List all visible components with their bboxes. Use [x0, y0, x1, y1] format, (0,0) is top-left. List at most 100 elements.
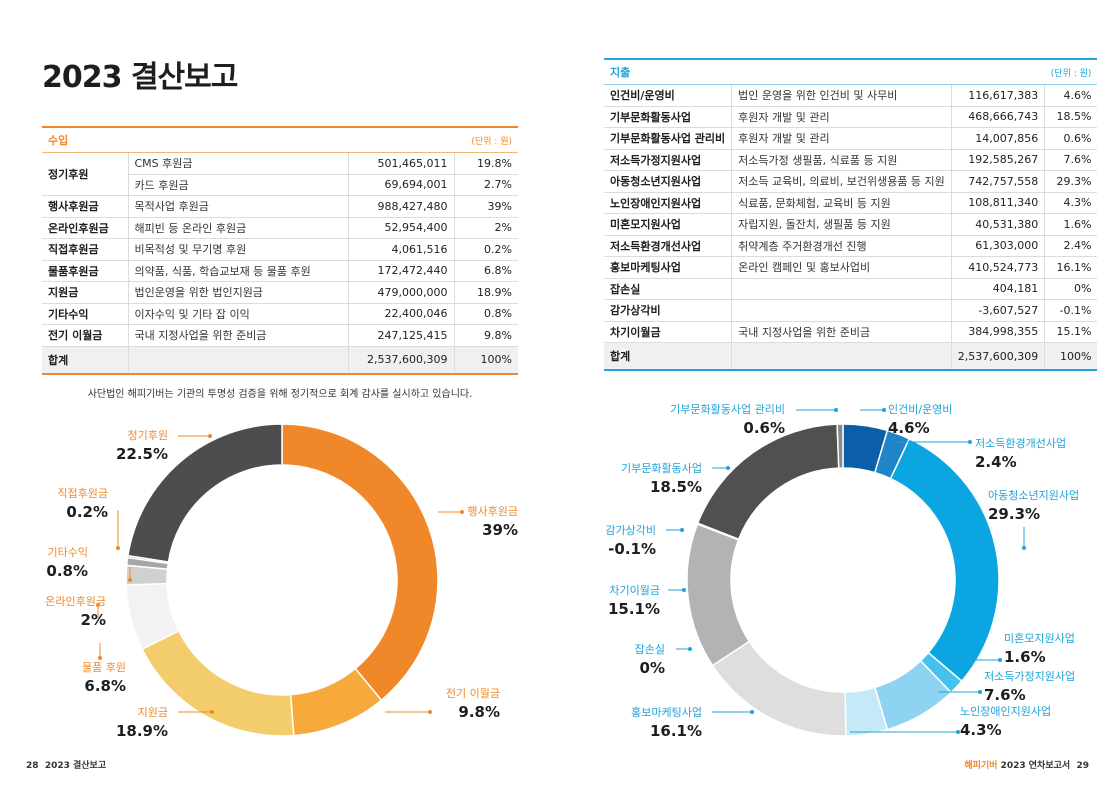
row-label: 지원금: [42, 281, 129, 304]
chart-category-label: 행사후원금: [467, 505, 518, 518]
row-amount: 108,811,340: [951, 192, 1046, 214]
chart-label-감가상각비: 감가상각비 -0.1%: [605, 524, 684, 558]
row-pct: 16.1%: [1044, 256, 1098, 279]
row-label: 온라인후원금: [42, 217, 129, 239]
leader-dot: [428, 710, 432, 714]
row-pct: 1.6%: [1044, 213, 1098, 236]
row-amount: 14,007,856: [951, 127, 1046, 150]
total-label: 합계: [604, 342, 733, 371]
table-row: 아동청소년지원사업 저소득 교육비, 의료비, 보건위생용품 등 지원 742,…: [604, 170, 1098, 193]
total-desc: [128, 346, 349, 374]
row-amount: 40,531,380: [951, 213, 1046, 236]
chart-category-label: 기부문화활동사업 관리비: [670, 402, 785, 416]
row-amount: 410,524,773: [951, 256, 1046, 279]
income-total-row: 합계 2,537,600,309 100%: [42, 346, 518, 374]
row-pct: 15.1%: [1044, 321, 1098, 343]
chart-value-label: 0%: [640, 659, 665, 677]
chart-label-홍보마케팅사업: 홍보마케팅사업 16.1%: [631, 705, 754, 740]
footer-brand: 해피기버: [964, 761, 998, 771]
leader-dot: [750, 710, 754, 714]
row-amount: 22,400,046: [348, 303, 455, 325]
chart-value-label: 0.8%: [46, 562, 88, 580]
row-label: 노인장애인지원사업: [604, 192, 733, 214]
total-desc: [731, 342, 952, 371]
table-row: 노인장애인지원사업 식료품, 문화체험, 교육비 등 지원 108,811,34…: [604, 192, 1098, 214]
row-label: 기부문화활동사업 관리비: [604, 127, 733, 150]
leader-dot: [208, 434, 212, 438]
income-header-row: 수입 (단위 : 원): [42, 127, 518, 153]
row-pct: 7.6%: [1044, 149, 1098, 171]
row-label: 감가상각비: [604, 299, 733, 322]
chart-value-label: 22.5%: [116, 445, 168, 463]
leader-dot: [882, 408, 886, 412]
row-amount: 116,617,383: [951, 84, 1046, 107]
chart-category-label: 노인장애인지원사업: [960, 705, 1051, 718]
chart-category-label: 잡손실: [635, 643, 665, 656]
donut-slice-정기후원: [127, 423, 283, 563]
leader-dot: [726, 466, 730, 470]
row-label: 미혼모지원사업: [604, 213, 733, 236]
row-amount: -3,607,527: [951, 299, 1046, 322]
chart-category-label: 인건비/운영비: [888, 403, 952, 416]
total-pct: 100%: [1044, 342, 1098, 371]
row-desc: 비목적성 및 무기명 후원: [128, 238, 349, 261]
row-pct: 0.2%: [454, 238, 518, 261]
row-amount: 192,585,267: [951, 149, 1046, 171]
row-label: 직접후원금: [42, 238, 129, 261]
row-amount: 69,694,001: [348, 174, 455, 196]
income-unit: (단위 : 원): [454, 127, 518, 153]
chart-category-label: 직접후원금: [57, 487, 108, 500]
row-pct: 4.3%: [1044, 192, 1098, 214]
table-row: 전기 이월금 국내 지정사업을 위한 준비금 247,125,415 9.8%: [42, 324, 518, 347]
expense-header: 지출: [604, 59, 1045, 85]
row-label: 홍보마케팅사업: [604, 256, 733, 279]
chart-label-저소득환경개선사업: 저소득환경개선사업 2.4%: [898, 437, 1066, 471]
footer-left: 28 2023 결산보고: [26, 758, 106, 771]
row-pct: 0.8%: [454, 303, 518, 325]
row-amount: 384,998,355: [951, 321, 1046, 343]
table-row: 저소득환경개선사업 취약계층 주거환경개선 진행 61,303,000 2.4%: [604, 235, 1098, 257]
chart-label-정기후원: 정기후원 22.5%: [116, 429, 212, 463]
leader-dot: [96, 603, 100, 607]
row-desc: 자립지원, 돌잔치, 생필품 등 지원: [731, 213, 952, 236]
row-pct: 0.6%: [1044, 127, 1098, 150]
row-label: 정기후원: [42, 152, 129, 196]
table-row: 저소득가정지원사업 저소득가정 생필품, 식료품 등 지원 192,585,26…: [604, 149, 1098, 171]
table-row: 인건비/운영비 법인 운영을 위한 인건비 및 사무비 116,617,383 …: [604, 84, 1098, 107]
footer-title-right: 2023 연차보고서: [1000, 761, 1071, 771]
row-desc: 후원자 개발 및 관리: [731, 106, 952, 128]
row-desc: 목적사업 후원금: [128, 195, 349, 218]
table-row: 지원금 법인운영을 위한 법인지원금 479,000,000 18.9%: [42, 281, 518, 304]
row-amount: 52,954,400: [348, 217, 455, 239]
leader-dot: [1022, 546, 1026, 550]
leader-dot: [460, 510, 464, 514]
row-label: 저소득가정지원사업: [604, 149, 733, 171]
chart-value-label: 18.9%: [116, 722, 168, 740]
row-pct: 2.7%: [454, 174, 518, 196]
row-desc: 이자수익 및 기타 잡 이익: [128, 303, 349, 325]
chart-category-label: 기타수익: [48, 546, 88, 559]
row-label: 행사후원금: [42, 195, 129, 218]
chart-label-온라인후원금: 온라인후원금 2%: [45, 595, 106, 629]
footer-title-left: 2023 결산보고: [44, 761, 107, 771]
expense-unit: (단위 : 원): [1044, 59, 1098, 85]
leader-dot: [680, 528, 684, 532]
row-desc: 저소득 교육비, 의료비, 보건위생용품 등 지원: [731, 170, 952, 193]
row-desc: 후원자 개발 및 관리: [731, 127, 952, 150]
donut-slice-지원금: [141, 629, 295, 737]
row-pct: 19.8%: [454, 152, 518, 175]
leader-dot: [682, 588, 686, 592]
row-pct: 9.8%: [454, 324, 518, 347]
row-desc: 취약계층 주거환경개선 진행: [731, 235, 952, 257]
row-amount: 501,465,011: [348, 152, 455, 175]
row-amount: 479,000,000: [348, 281, 455, 304]
chart-value-label: 29.3%: [988, 505, 1040, 523]
leader-dot: [128, 578, 132, 582]
chart-value-label: 16.1%: [650, 722, 702, 740]
chart-value-label: 7.6%: [984, 686, 1026, 704]
chart-category-label: 차기이월금: [609, 584, 660, 597]
table-row: 카드 후원금 69,694,001 2.7%: [42, 174, 518, 196]
row-desc: [731, 278, 952, 300]
row-pct: 39%: [454, 195, 518, 218]
row-desc: 식료품, 문화체험, 교육비 등 지원: [731, 192, 952, 214]
